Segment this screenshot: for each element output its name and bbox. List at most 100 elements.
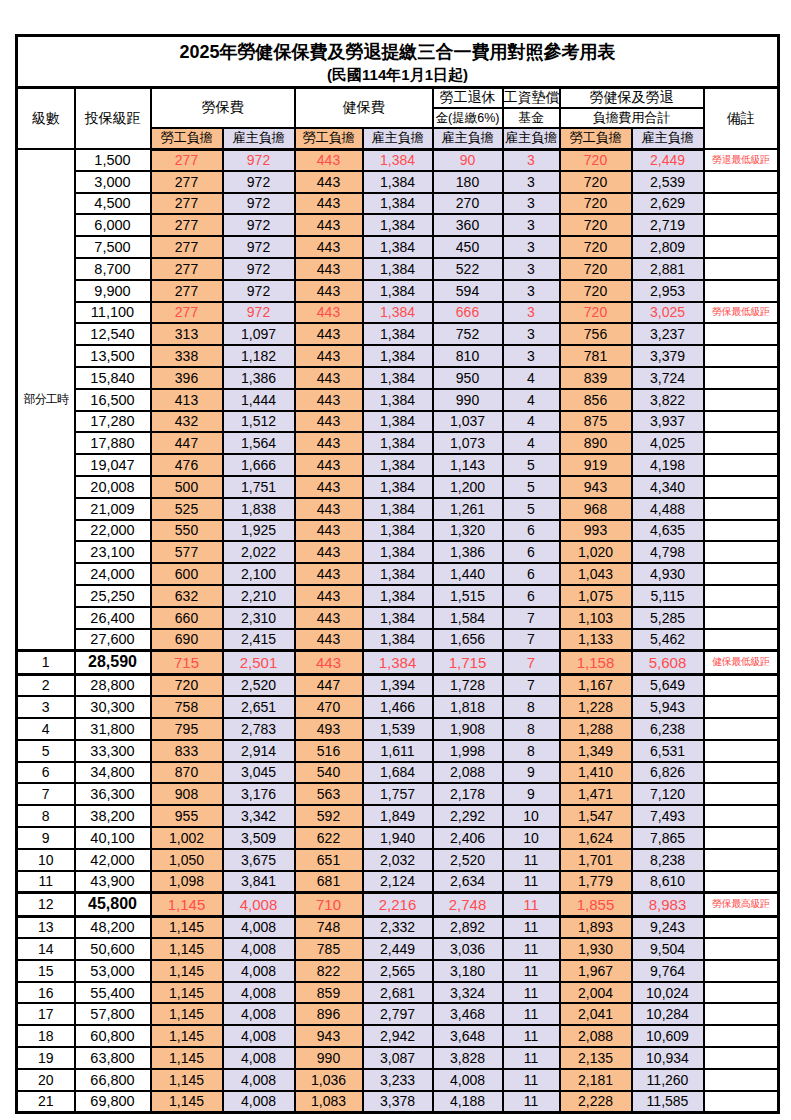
bracket-cell: 17,880 bbox=[75, 432, 151, 454]
health-employee-cell: 681 bbox=[295, 871, 363, 893]
table-row: 19,0474761,6664431,3841,14359194,198 bbox=[17, 454, 779, 476]
bracket-cell: 28,800 bbox=[75, 674, 151, 696]
total-employee-cell: 1,167 bbox=[560, 674, 632, 696]
health-employee-cell: 443 bbox=[295, 607, 363, 629]
health-employer-cell: 1,384 bbox=[363, 520, 433, 542]
remark-cell bbox=[704, 498, 779, 520]
wage-fund-employer-cell: 3 bbox=[503, 345, 560, 367]
wage-fund-employer-cell: 3 bbox=[503, 149, 560, 171]
health-employer-cell: 1,384 bbox=[363, 302, 433, 324]
total-employee-cell: 1,133 bbox=[560, 629, 632, 651]
health-employer-cell: 1,384 bbox=[363, 149, 433, 171]
table-row: 940,1001,0023,5096221,9402,406101,6247,8… bbox=[17, 827, 779, 849]
total-employee-cell: 919 bbox=[560, 454, 632, 476]
remark-cell bbox=[704, 171, 779, 193]
health-employee-cell: 443 bbox=[295, 411, 363, 433]
table-row: 838,2009553,3425921,8492,292101,5477,493 bbox=[17, 805, 779, 827]
total-employer-cell: 5,115 bbox=[632, 585, 704, 607]
wage-fund-employer-cell: 10 bbox=[503, 827, 560, 849]
bracket-cell: 21,009 bbox=[75, 498, 151, 520]
remark-cell bbox=[704, 323, 779, 345]
health-employee-cell: 443 bbox=[295, 454, 363, 476]
labor-employee-cell: 795 bbox=[151, 718, 223, 740]
level-cell: 8 bbox=[17, 805, 75, 827]
health-employee-cell: 443 bbox=[295, 389, 363, 411]
bracket-cell: 60,800 bbox=[75, 1025, 151, 1047]
wage-fund-employer-cell: 10 bbox=[503, 805, 560, 827]
table-row: 11,1002779724431,38466637203,025勞保最低級距 bbox=[17, 302, 779, 324]
health-employer-cell: 1,384 bbox=[363, 367, 433, 389]
table-row: 1860,8001,1454,0089432,9423,648112,08810… bbox=[17, 1025, 779, 1047]
health-employee-cell: 443 bbox=[295, 585, 363, 607]
remark-cell bbox=[704, 805, 779, 827]
remark-cell bbox=[704, 1091, 779, 1113]
total-employee-cell: 1,967 bbox=[560, 960, 632, 982]
remark-cell bbox=[704, 563, 779, 585]
health-employee-cell: 443 bbox=[295, 541, 363, 563]
health-employee-cell: 592 bbox=[295, 805, 363, 827]
health-employer-cell: 1,684 bbox=[363, 762, 433, 784]
health-employer-cell: 1,384 bbox=[363, 650, 433, 674]
table-title-block: 2025年勞健保保費及勞退提繳三合一費用對照參考用表 (民國114年1月1日起) bbox=[17, 36, 779, 88]
labor-employer-cell: 2,501 bbox=[223, 650, 295, 674]
wage-fund-employer-cell: 9 bbox=[503, 783, 560, 805]
pension-employer-cell: 3,828 bbox=[433, 1047, 503, 1069]
bracket-cell: 57,800 bbox=[75, 1003, 151, 1025]
labor-employer-cell: 972 bbox=[223, 149, 295, 171]
table-row: 533,3008332,9145161,6111,99881,3496,531 bbox=[17, 740, 779, 762]
total-employer-cell: 2,629 bbox=[632, 193, 704, 215]
bracket-cell: 43,900 bbox=[75, 871, 151, 893]
pension-employer-cell: 450 bbox=[433, 236, 503, 258]
remark-cell bbox=[704, 938, 779, 960]
wage-fund-employer-cell: 11 bbox=[503, 871, 560, 893]
health-employee-cell: 443 bbox=[295, 302, 363, 324]
health-employer-cell: 1,384 bbox=[363, 193, 433, 215]
table-row: 7,5002779724431,38445037202,809 bbox=[17, 236, 779, 258]
wage-fund-employer-cell: 11 bbox=[503, 1069, 560, 1091]
health-employer-cell: 1,539 bbox=[363, 718, 433, 740]
pension-employer-cell: 1,386 bbox=[433, 541, 503, 563]
table-row: 431,8007952,7834931,5391,90881,2886,238 bbox=[17, 718, 779, 740]
labor-employer-cell: 4,008 bbox=[223, 938, 295, 960]
labor-employer-cell: 1,666 bbox=[223, 454, 295, 476]
health-employee-cell: 443 bbox=[295, 280, 363, 302]
level-cell: 19 bbox=[17, 1047, 75, 1069]
total-employee-cell: 720 bbox=[560, 214, 632, 236]
wage-fund-employer-cell: 11 bbox=[503, 849, 560, 871]
labor-employee-cell: 690 bbox=[151, 629, 223, 651]
pension-employer-cell: 4,188 bbox=[433, 1091, 503, 1113]
health-employee-cell: 443 bbox=[295, 367, 363, 389]
wage-fund-employer-cell: 3 bbox=[503, 193, 560, 215]
wage-fund-employer-cell: 3 bbox=[503, 302, 560, 324]
remark-cell bbox=[704, 411, 779, 433]
total-employer-cell: 8,983 bbox=[632, 892, 704, 916]
labor-employer-cell: 972 bbox=[223, 280, 295, 302]
bracket-cell: 69,800 bbox=[75, 1091, 151, 1113]
total-employee-cell: 1,779 bbox=[560, 871, 632, 893]
total-employee-cell: 2,088 bbox=[560, 1025, 632, 1047]
subheader-health-employee: 勞工負擔 bbox=[295, 128, 363, 149]
labor-employer-cell: 4,008 bbox=[223, 1091, 295, 1113]
health-employee-cell: 447 bbox=[295, 674, 363, 696]
wage-fund-employer-cell: 8 bbox=[503, 718, 560, 740]
table-row: 15,8403961,3864431,38495048393,724 bbox=[17, 367, 779, 389]
level-cell: 10 bbox=[17, 849, 75, 871]
wage-fund-employer-cell: 4 bbox=[503, 389, 560, 411]
health-employer-cell: 1,384 bbox=[363, 476, 433, 498]
wage-fund-employer-cell: 11 bbox=[503, 982, 560, 1004]
total-employee-cell: 1,855 bbox=[560, 892, 632, 916]
wage-fund-employer-cell: 6 bbox=[503, 585, 560, 607]
labor-employee-cell: 1,145 bbox=[151, 1047, 223, 1069]
remark-cell bbox=[704, 607, 779, 629]
total-employee-cell: 720 bbox=[560, 236, 632, 258]
total-employee-cell: 720 bbox=[560, 258, 632, 280]
remark-cell bbox=[704, 541, 779, 563]
labor-employer-cell: 4,008 bbox=[223, 982, 295, 1004]
pension-employer-cell: 360 bbox=[433, 214, 503, 236]
labor-employee-cell: 1,002 bbox=[151, 827, 223, 849]
total-employer-cell: 3,822 bbox=[632, 389, 704, 411]
total-employer-cell: 7,493 bbox=[632, 805, 704, 827]
wage-fund-employer-cell: 3 bbox=[503, 171, 560, 193]
wage-fund-employer-cell: 6 bbox=[503, 541, 560, 563]
total-employer-cell: 3,379 bbox=[632, 345, 704, 367]
